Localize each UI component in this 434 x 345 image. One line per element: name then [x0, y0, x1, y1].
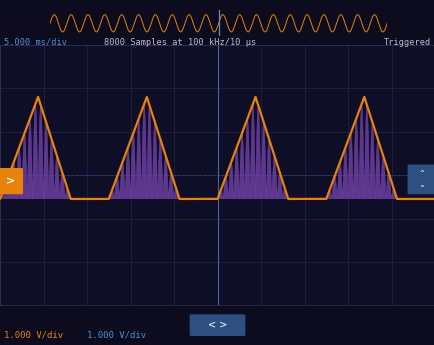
Text: 8000 Samples at 100 kHz/10 μs: 8000 Samples at 100 kHz/10 μs: [104, 38, 256, 47]
Text: >: >: [6, 176, 16, 186]
Text: 1.000 V/div: 1.000 V/div: [87, 330, 146, 339]
Text: 5.000 ms/div: 5.000 ms/div: [4, 38, 67, 47]
Text: 1.000 V/div: 1.000 V/div: [4, 330, 63, 339]
Text: ⌃
⌄: ⌃ ⌄: [418, 170, 424, 189]
Text: Triggered: Triggered: [382, 38, 430, 47]
Text: < >: < >: [207, 320, 227, 330]
